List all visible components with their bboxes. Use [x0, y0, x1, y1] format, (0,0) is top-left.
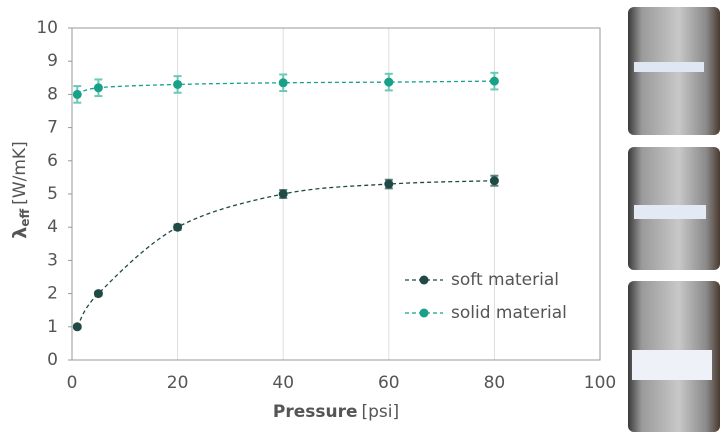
- legend-marker: [419, 275, 429, 285]
- point: [72, 89, 82, 99]
- y-tick-label: 7: [47, 118, 58, 138]
- point: [173, 222, 183, 232]
- point: [93, 289, 103, 299]
- y-tick-label: 2: [47, 284, 58, 304]
- photos: [628, 7, 720, 432]
- point: [489, 76, 499, 86]
- legend-marker: [419, 308, 429, 318]
- x-tick-label: 100: [584, 373, 616, 393]
- point: [278, 78, 288, 88]
- point: [384, 77, 394, 87]
- x-axis-label: Pressure [psi]: [273, 402, 399, 422]
- x-label-name: Pressure: [273, 402, 358, 422]
- y-tick-label: 1: [47, 317, 58, 337]
- photo-sample: [634, 62, 704, 72]
- y-tick-label: 6: [47, 151, 58, 171]
- y-tick-label: 0: [47, 350, 58, 370]
- y-label-symbol: λ: [9, 227, 31, 239]
- y-tick-label: 9: [47, 51, 58, 71]
- x-tick-label: 20: [167, 373, 189, 393]
- y-tick-label: 10: [36, 18, 58, 38]
- point: [173, 79, 183, 89]
- x-tick-label: 80: [484, 373, 506, 393]
- y-axis-label: λeff [W/mK]: [9, 141, 32, 238]
- x-label-unit: [psi]: [362, 402, 400, 422]
- point: [278, 189, 288, 199]
- x-tick-label: 60: [378, 373, 400, 393]
- y-tick-label: 5: [47, 184, 58, 204]
- legend-label: solid material: [451, 303, 567, 323]
- x-tick-label: 40: [272, 373, 294, 393]
- y-label-subscript: eff: [18, 209, 32, 227]
- plot-frame: [71, 27, 601, 361]
- point: [489, 176, 499, 186]
- y-tick-label: 4: [47, 217, 58, 237]
- series-line: [76, 180, 495, 328]
- y-label-unit: [W/mK]: [10, 141, 30, 205]
- y-tick-label: 3: [47, 250, 58, 270]
- y-tick-label: 8: [47, 84, 58, 104]
- legend-label: soft material: [451, 270, 559, 290]
- point: [93, 83, 103, 93]
- plot: 0 20 40 60 80 100 0 1 2 3 4 5 6 7 8 9 10 soft material sol…: [36, 18, 616, 393]
- photo-sample: [634, 205, 706, 219]
- point: [384, 179, 394, 189]
- point: [72, 322, 82, 332]
- photo-sample: [632, 350, 712, 380]
- x-tick-label: 0: [67, 373, 78, 393]
